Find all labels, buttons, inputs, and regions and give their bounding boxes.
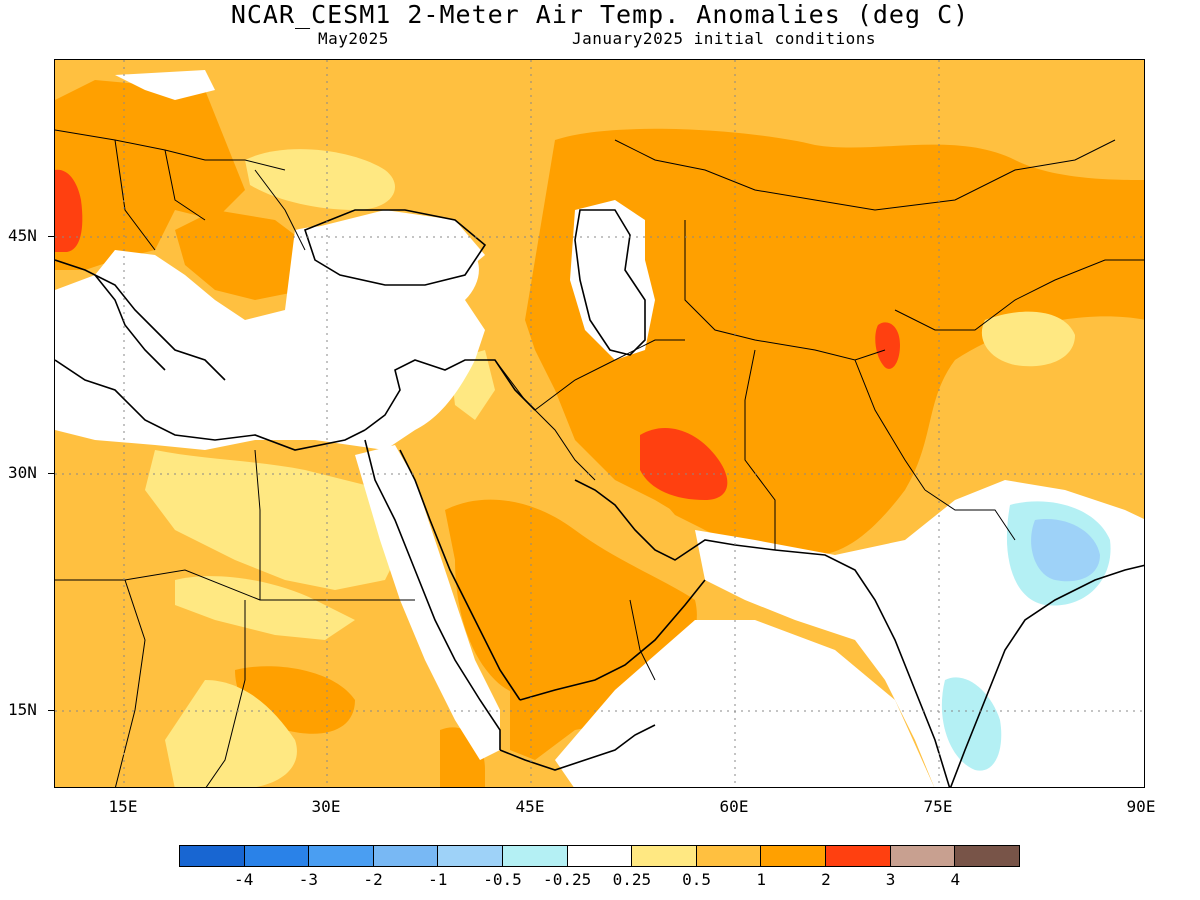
legend-swatch <box>244 846 310 866</box>
anomaly-region-north-africa-05deg <box>145 450 405 590</box>
gridlines <box>55 60 1144 787</box>
anomaly-region-iran-hot <box>640 427 728 500</box>
legend-label: 0.25 <box>612 870 652 889</box>
anomaly-region-bangladesh-cooler <box>1031 519 1100 582</box>
legend-swatch <box>890 846 956 866</box>
coastlines <box>55 209 1144 787</box>
map-title: NCAR_CESM1 2-Meter Air Temp. Anomalies (… <box>230 0 970 29</box>
lon-label-15e: 15E <box>108 797 138 816</box>
anomaly-region-northwest-neutral <box>115 70 215 100</box>
legend-swatch <box>180 846 245 866</box>
anomaly-region-caspian-neutral <box>570 200 655 360</box>
legend-label: -0.5 <box>483 870 522 889</box>
legend-swatch <box>696 846 762 866</box>
legend-swatch <box>761 846 827 866</box>
legend-label: -1 <box>428 870 448 889</box>
legend-label: -3 <box>298 870 319 889</box>
lat-tick <box>48 236 54 237</box>
anomaly-region-sudan-05deg <box>165 680 297 787</box>
lon-label-90e: 90E <box>1126 797 1156 816</box>
legend-swatch <box>632 846 697 866</box>
anomaly-region-balkans-2deg <box>175 210 315 300</box>
forecast-month: May2025 <box>318 29 389 48</box>
legend-label: -0.25 <box>543 870 592 889</box>
legend-label: -4 <box>234 870 254 889</box>
anomaly-region-arabian-sea-neutral <box>555 620 935 787</box>
legend-label: 3 <box>885 870 896 889</box>
anomaly-region-arabia-2deg <box>445 499 697 700</box>
lon-label-75e: 75E <box>923 797 953 816</box>
anomaly-region-west-asia-2deg <box>605 330 775 535</box>
lon-label-30e: 30E <box>311 797 341 816</box>
lon-label-60e: 60E <box>719 797 749 816</box>
legend-label: -2 <box>363 870 383 889</box>
lat-tick <box>48 473 54 474</box>
lat-label-30n: 30N <box>8 463 37 482</box>
legend-swatch <box>567 846 633 866</box>
anomaly-region-europe-2deg <box>55 80 245 270</box>
color-legend <box>179 845 1020 867</box>
country-borders <box>55 129 1144 787</box>
anomaly-region-south-india-cool <box>941 677 1002 771</box>
legend-swatch <box>826 846 891 866</box>
initial-conditions: January2025 initial conditions <box>572 29 876 48</box>
legend-swatch <box>955 846 1019 866</box>
lon-label-45e: 45E <box>515 797 545 816</box>
lat-label-15n: 15N <box>8 700 37 719</box>
lat-label-45n: 45N <box>8 226 37 245</box>
anomaly-region-ukraine-05deg <box>245 149 395 210</box>
anomaly-region-black-sea-neutral <box>305 210 485 285</box>
map-canvas <box>55 60 1144 787</box>
anomaly-region-pamir-hot <box>875 322 900 369</box>
legend-label: 4 <box>950 870 961 889</box>
anomaly-region-sahara-05deg <box>175 576 355 640</box>
legend-swatch <box>438 846 504 866</box>
legend-label: 2 <box>821 870 831 889</box>
anomaly-region-italy-hot <box>55 169 83 252</box>
legend-swatch <box>503 846 568 866</box>
anomaly-map <box>54 59 1145 788</box>
legend-swatch <box>309 846 374 866</box>
legend-label: 0.5 <box>682 870 711 889</box>
anomaly-region-china-05deg <box>981 311 1075 367</box>
legend-label: 1 <box>756 870 767 889</box>
anomaly-region-yemen-2deg <box>510 660 645 760</box>
legend-swatch <box>373 846 439 866</box>
lat-tick <box>48 710 54 711</box>
